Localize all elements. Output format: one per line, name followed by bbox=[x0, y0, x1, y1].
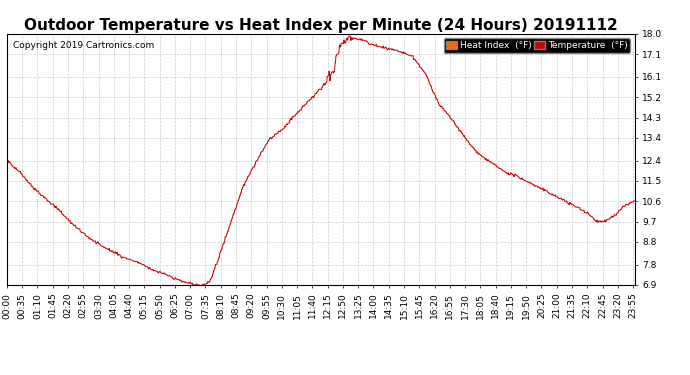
Title: Outdoor Temperature vs Heat Index per Minute (24 Hours) 20191112: Outdoor Temperature vs Heat Index per Mi… bbox=[24, 18, 618, 33]
Text: Copyright 2019 Cartronics.com: Copyright 2019 Cartronics.com bbox=[13, 41, 155, 50]
Legend: Heat Index  (°F), Temperature  (°F): Heat Index (°F), Temperature (°F) bbox=[444, 38, 630, 53]
